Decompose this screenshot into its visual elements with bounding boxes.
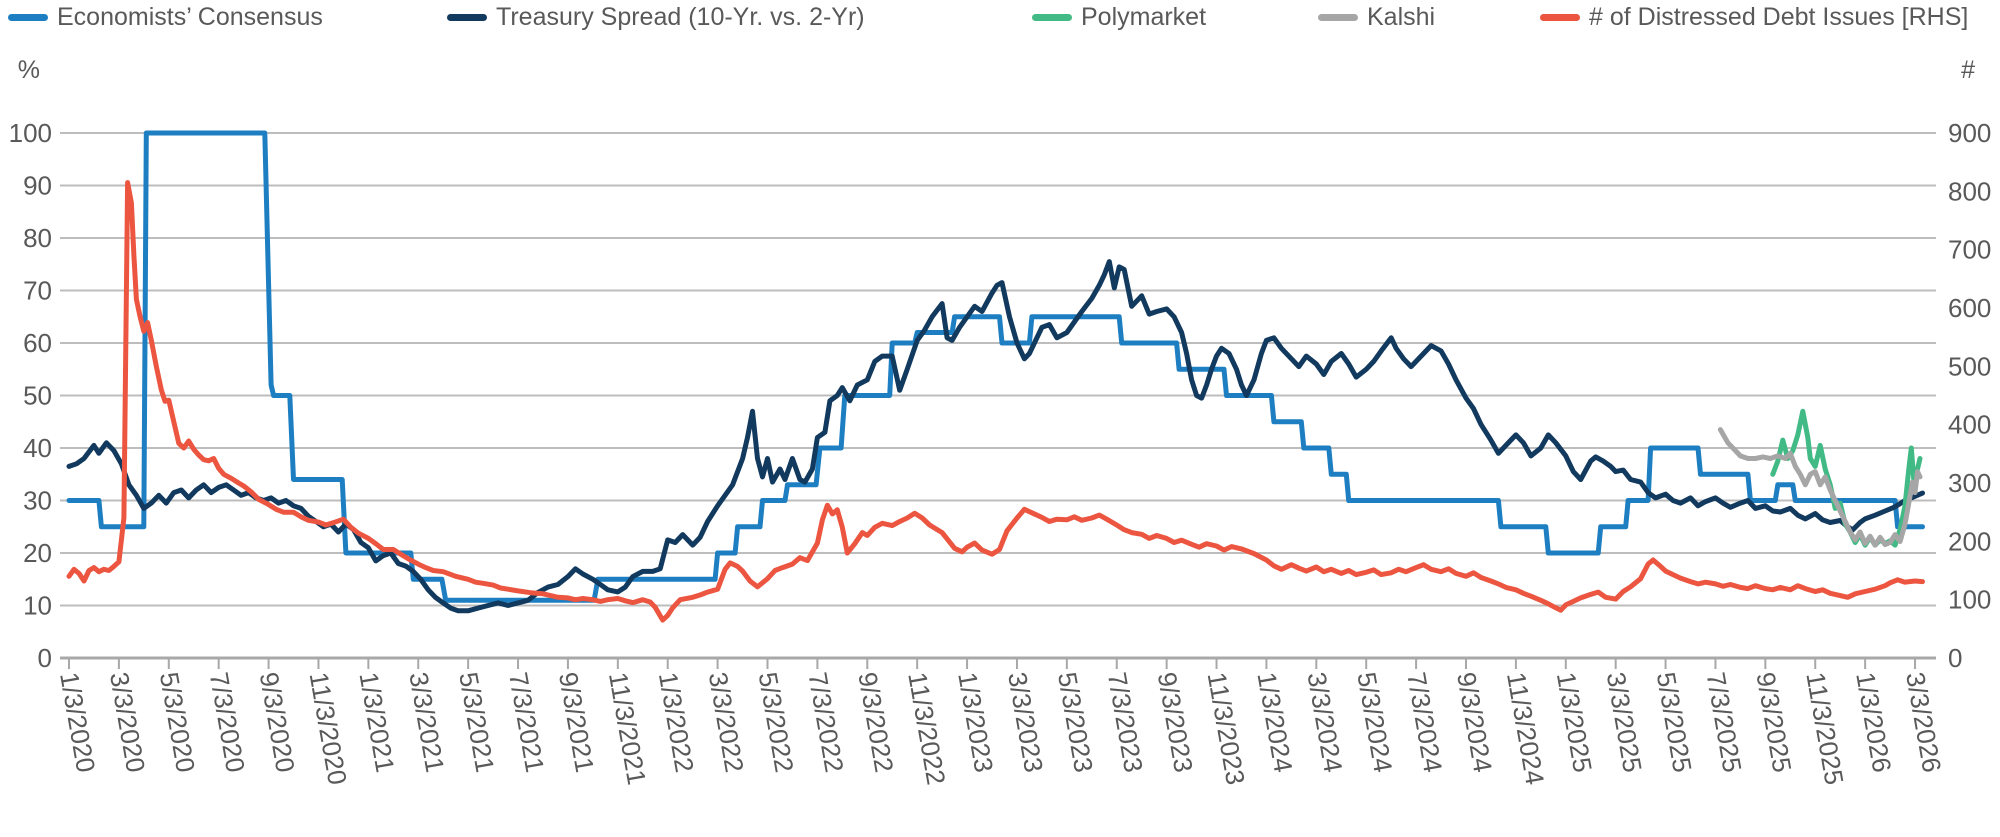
right-axis-tick-label: 800 (1948, 176, 1991, 206)
left-axis-tick-label: 40 (23, 433, 52, 463)
right-axis-unit-label: # (1961, 56, 1975, 84)
x-axis-tick-label: 1/3/2024 (1252, 670, 1299, 775)
x-axis-tick-label: 7/3/2023 (1102, 670, 1149, 775)
x-axis-tick-label: 7/3/2022 (802, 670, 849, 775)
series-line-economists-consensus (66, 130, 1925, 603)
legend-label: Economists’ Consensus (57, 3, 323, 31)
x-axis-tick-label: 9/3/2025 (1750, 670, 1797, 775)
x-axis-ticks (68, 658, 1917, 669)
right-axis-tick-label: 100 (1948, 585, 1991, 615)
x-axis-tick-label: 5/3/2022 (753, 670, 800, 775)
left-axis-tick-label: 10 (23, 591, 52, 621)
chart-series-lines (66, 130, 1925, 623)
x-axis-tick-label: 11/3/2022 (902, 670, 951, 787)
left-axis-tick-label: 0 (38, 643, 52, 673)
x-axis-tick-label: 11/3/2020 (304, 670, 353, 787)
x-axis-tick-label: 7/3/2020 (204, 670, 251, 775)
x-axis-tick-label: 7/3/2021 (503, 670, 550, 775)
legend-item-treasury-spread: Treasury Spread (10-Yr. vs. 2-Yr) (447, 3, 865, 32)
x-axis-tick-label: 3/3/2020 (104, 670, 151, 775)
left-axis-tick-label: 70 (23, 276, 52, 306)
right-axis-tick-label: 300 (1948, 468, 1991, 498)
x-axis-tick-label: 11/3/2021 (603, 670, 652, 787)
x-axis-tick-label: 1/3/2023 (952, 670, 999, 775)
x-axis-tick-label: 3/3/2025 (1601, 670, 1648, 775)
x-axis-tick-label: 9/3/2024 (1451, 670, 1498, 775)
x-axis-tick-label: 3/3/2021 (403, 670, 450, 775)
x-axis-tick-label: 11/3/2025 (1800, 670, 1849, 787)
legend-swatch-kalshi (1318, 14, 1358, 21)
left-axis-tick-label: 20 (23, 538, 52, 568)
legend-item-economists-consensus: Economists’ Consensus (8, 3, 323, 32)
legend-item-polymarket: Polymarket (1032, 3, 1206, 32)
right-axis-tick-label: 200 (1948, 526, 1991, 556)
chart-legend: Economists’ Consensus Treasury Spread (1… (0, 0, 2000, 36)
x-axis-tick-label: 1/3/2022 (653, 670, 700, 775)
legend-label: Treasury Spread (10-Yr. vs. 2-Yr) (496, 3, 865, 31)
x-axis-tick-label: 3/3/2026 (1900, 670, 1947, 775)
right-axis-tick-label: 500 (1948, 351, 1991, 381)
x-axis-tick-label: 3/3/2024 (1301, 670, 1348, 775)
x-axis-tick-label: 3/3/2023 (1002, 670, 1049, 775)
x-axis-tick-label: 1/3/2021 (353, 670, 400, 775)
x-axis-tick-label: 9/3/2021 (553, 670, 600, 775)
x-axis-tick-label: 3/3/2022 (703, 670, 750, 775)
legend-swatch-economists-consensus (8, 14, 48, 21)
series-line-treasury-spread-10-yr-vs-2-yr (66, 259, 1925, 614)
legend-swatch-polymarket (1032, 14, 1072, 21)
x-axis-tick-label: 5/3/2021 (453, 670, 500, 775)
x-axis-tick-label: 5/3/2020 (154, 670, 201, 775)
x-axis-tick-label: 1/3/2020 (54, 670, 101, 775)
legend-item-distressed-debt: # of Distressed Debt Issues [RHS] (1540, 3, 1968, 32)
series-line-kalshi (1717, 427, 1923, 548)
right-axis-tick-label: 0 (1948, 643, 1962, 673)
x-axis-tick-label: 9/3/2020 (254, 670, 301, 775)
legend-swatch-distressed-debt (1540, 14, 1580, 21)
legend-label: Kalshi (1367, 3, 1436, 31)
legend-label: # of Distressed Debt Issues [RHS] (1589, 3, 1969, 31)
x-axis-tick-label: 7/3/2025 (1701, 670, 1748, 775)
x-axis-tick-label: 7/3/2024 (1401, 670, 1448, 775)
legend-swatch-treasury-spread (447, 14, 487, 21)
x-axis-tick-label: 5/3/2023 (1052, 670, 1099, 775)
series-line-of-distressed-debt-issues-rhs (66, 180, 1925, 623)
right-axis-tick-label: 400 (1948, 410, 1991, 440)
left-axis-tick-label: 30 (23, 486, 52, 516)
legend-item-kalshi: Kalshi (1318, 3, 1435, 32)
x-axis-tick-label: 9/3/2023 (1152, 670, 1199, 775)
right-axis-tick-label: 900 (1948, 118, 1991, 148)
x-axis-tick-label: 5/3/2025 (1651, 670, 1698, 775)
left-axis-tick-label: 50 (23, 381, 52, 411)
right-axis-tick-labels: 0 100 200 300 400 500 600 700 800 900 (1948, 118, 1991, 673)
x-axis-tick-label: 9/3/2022 (852, 670, 899, 775)
x-axis-tick-labels: 1/3/2020 3/3/2020 5/3/2020 7/3/2020 9/3/2020… (54, 670, 1947, 787)
left-axis-unit-label: % (18, 56, 40, 84)
x-axis-tick-label: 1/3/2026 (1850, 670, 1897, 775)
left-axis-tick-label: 60 (23, 328, 52, 358)
x-axis-tick-label: 1/3/2025 (1551, 670, 1598, 775)
left-axis-tick-label: 80 (23, 223, 52, 253)
x-axis-tick-label: 11/3/2023 (1202, 670, 1251, 787)
legend-label: Polymarket (1081, 3, 1207, 31)
x-axis-tick-label: 11/3/2024 (1501, 670, 1550, 787)
x-axis-tick-label: 5/3/2024 (1351, 670, 1398, 775)
left-axis-tick-label: 90 (23, 171, 52, 201)
left-axis-tick-label: 100 (9, 118, 52, 148)
left-axis-tick-labels: 0 10 20 30 40 50 60 70 80 90 100 (9, 118, 52, 673)
gridlines (60, 132, 1936, 660)
right-axis-tick-label: 700 (1948, 235, 1991, 265)
right-axis-tick-label: 600 (1948, 293, 1991, 323)
